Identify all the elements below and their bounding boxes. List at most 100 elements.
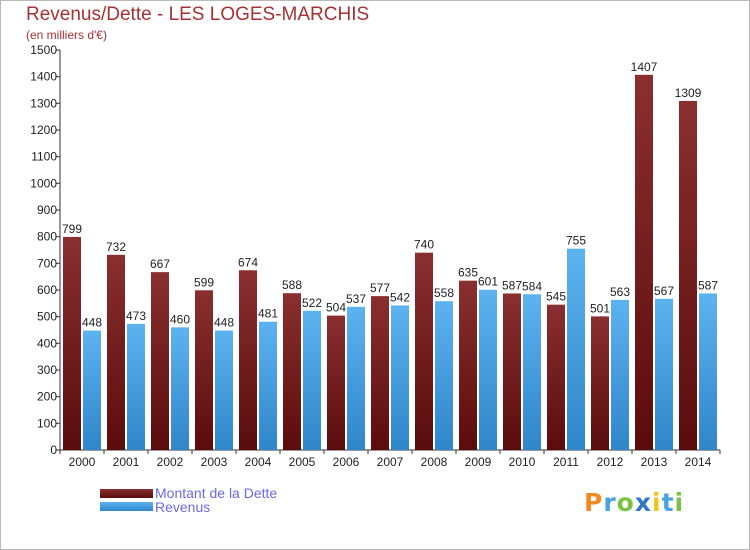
bar-revenus <box>479 289 497 450</box>
logo-letter: o <box>616 488 635 517</box>
bar-revenus <box>303 310 321 450</box>
y-tick-label: 1000 <box>30 176 57 190</box>
bar-value-label: 732 <box>106 240 126 254</box>
y-tick-label: 1500 <box>30 43 57 57</box>
bar-value-label: 542 <box>390 290 410 304</box>
bar-revenus <box>215 330 233 450</box>
y-tick-label: 300 <box>37 363 57 377</box>
y-tick-label: 0 <box>50 443 57 457</box>
bar-value-label: 537 <box>346 292 366 306</box>
logo-letter: P <box>584 488 604 517</box>
bars-group <box>63 74 717 451</box>
bar-value-label: 567 <box>654 284 674 298</box>
logo-letter: i <box>674 488 685 517</box>
x-tick-label: 2006 <box>333 455 360 469</box>
logo-letter: i <box>652 488 662 517</box>
bar-value-label: 755 <box>566 234 586 248</box>
legend-swatch-revenus <box>100 502 153 511</box>
bar-value-label: 799 <box>62 222 82 236</box>
bar-value-label: 587 <box>698 278 718 292</box>
bar-value-label: 635 <box>458 266 478 280</box>
bar-revenus <box>391 305 409 450</box>
x-tick-label: 2010 <box>509 455 536 469</box>
bar-dette <box>415 252 433 450</box>
bar-value-label: 473 <box>126 309 146 323</box>
x-tick-label: 2001 <box>113 455 140 469</box>
y-tick-label: 400 <box>37 336 57 350</box>
bar-revenus <box>435 301 453 450</box>
bar-value-label: 577 <box>370 281 390 295</box>
bar-value-label: 587 <box>502 278 522 292</box>
bar-revenus <box>171 327 189 450</box>
bar-dette <box>151 272 169 450</box>
proxiti-logo: Proxiti <box>584 488 684 517</box>
bar-value-label: 545 <box>546 290 566 304</box>
bar-dette <box>459 280 477 450</box>
y-tick-label: 900 <box>37 203 57 217</box>
x-tick-label: 2005 <box>289 455 316 469</box>
bar-dette <box>195 290 213 450</box>
x-tick-label: 2002 <box>157 455 184 469</box>
y-tick-label: 1100 <box>31 150 57 164</box>
bar-value-label: 599 <box>194 275 214 289</box>
logo-letter: t <box>661 488 675 517</box>
bar-revenus <box>655 298 673 450</box>
y-tick-label: 100 <box>37 416 57 430</box>
x-tick-label: 2003 <box>201 455 228 469</box>
bar-value-label: 448 <box>82 316 102 330</box>
bar-revenus <box>567 248 585 450</box>
bar-value-label: 504 <box>326 301 346 315</box>
x-tick-label: 2007 <box>377 455 404 469</box>
y-tick-label: 700 <box>37 256 57 270</box>
bar-revenus <box>611 299 629 450</box>
bar-revenus <box>523 294 541 450</box>
bar-value-label: 1309 <box>675 86 702 100</box>
x-tick-label: 2004 <box>245 455 272 469</box>
bar-dette <box>327 315 345 450</box>
bar-value-label: 1407 <box>631 60 658 74</box>
bar-dette <box>371 296 389 450</box>
bar-revenus <box>699 293 717 450</box>
bar-revenus <box>127 323 145 450</box>
y-tick-label: 800 <box>37 230 57 244</box>
bar-revenus <box>259 321 277 450</box>
x-tick-label: 2014 <box>685 455 712 469</box>
chart-title: Revenus/Dette - LES LOGES-MARCHIS <box>26 4 370 25</box>
x-tick-label: 2009 <box>465 455 492 469</box>
bar-value-label: 584 <box>522 279 542 293</box>
legend-label-dette: Montant de la Dette <box>155 485 278 501</box>
logo-letter: x <box>634 488 652 517</box>
bar-dette <box>107 254 125 450</box>
bar-value-label: 501 <box>590 301 610 315</box>
chart-subtitle: (en milliers d'€) <box>26 28 107 42</box>
value-labels: 799 732 667 599 674 588 504 577 740 635 587 545 501 1… <box>62 60 718 330</box>
chart-axes: 0 100 200 300 400 500 600 700 800 900 1000 1100 1200… <box>30 43 721 469</box>
y-tick-label: 200 <box>37 390 57 404</box>
x-tick-label: 2000 <box>69 455 96 469</box>
bar-value-label: 674 <box>238 255 258 269</box>
bar-dette <box>63 236 81 450</box>
bar-value-label: 601 <box>478 275 498 289</box>
y-tick-label: 1200 <box>30 123 57 137</box>
bar-value-label: 522 <box>302 296 322 310</box>
bar-value-label: 481 <box>258 307 278 321</box>
bar-dette <box>503 293 521 450</box>
y-tick-label: 1400 <box>30 70 57 84</box>
bar-value-label: 460 <box>170 312 190 326</box>
logo-letter: r <box>603 488 617 517</box>
x-tick-label: 2008 <box>421 455 448 469</box>
x-tick-label: 2011 <box>553 455 579 469</box>
bar-dette <box>283 293 301 450</box>
bar-revenus <box>347 306 365 450</box>
legend-swatch-dette <box>100 489 153 498</box>
bar-value-label: 558 <box>434 286 454 300</box>
bar-dette <box>635 74 653 451</box>
bar-dette <box>679 100 697 450</box>
bar-dette <box>239 270 257 450</box>
bar-value-label: 563 <box>610 285 630 299</box>
bar-value-label: 667 <box>150 257 170 271</box>
bar-dette <box>591 316 609 450</box>
bar-value-label: 588 <box>282 278 302 292</box>
y-tick-label: 500 <box>37 310 57 324</box>
